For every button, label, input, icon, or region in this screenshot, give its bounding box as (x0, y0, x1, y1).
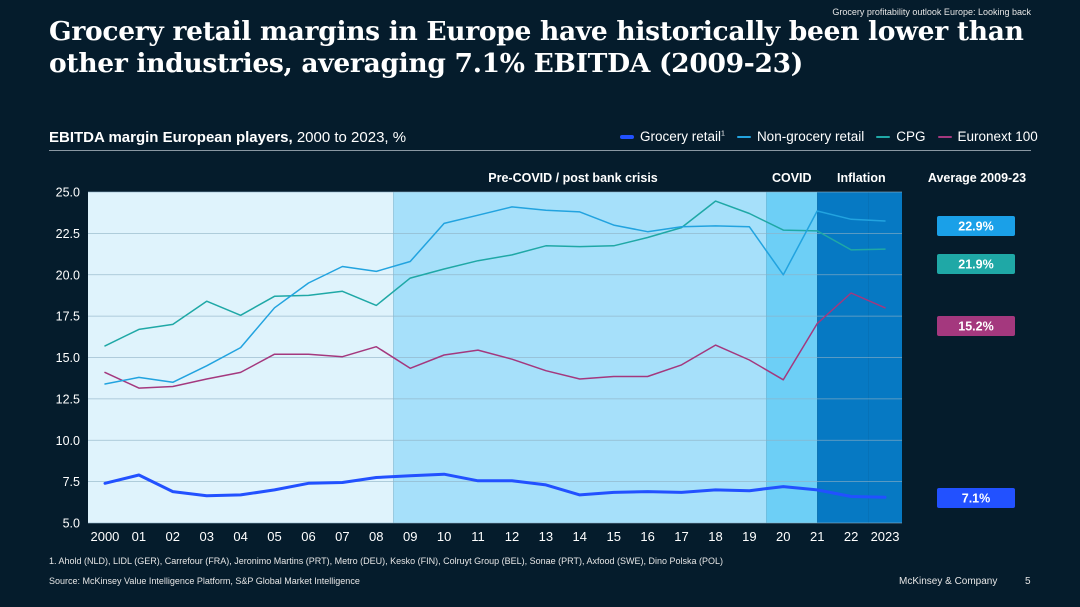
x-tick-label: 16 (640, 529, 654, 544)
x-tick-label: 11 (471, 529, 485, 544)
header-divider (49, 150, 1031, 151)
source-note: Source: McKinsey Value Intelligence Plat… (49, 576, 360, 586)
x-tick-label: 06 (301, 529, 315, 544)
period-label-1: Pre-COVID / post bank crisis (488, 171, 658, 185)
x-tick-label: 02 (166, 529, 180, 544)
legend-label-euronext: Euronext 100 (957, 129, 1038, 144)
x-tick-label: 18 (708, 529, 722, 544)
series-line-cpg (104, 200, 886, 347)
x-tick-label: 2023 (871, 529, 900, 544)
chart-title: EBITDA margin European players, 2000 to … (49, 129, 406, 146)
legend-swatch-euronext (937, 135, 952, 138)
y-tick-label: 25.0 (56, 186, 80, 200)
average-badge-grocery-retail (937, 488, 1015, 508)
x-tick-label: 2000 (90, 529, 119, 544)
average-badge-cpg (937, 254, 1015, 274)
x-tick-label: 21 (810, 529, 824, 544)
y-tick-label: 10.0 (56, 434, 80, 448)
y-tick-label: 12.5 (56, 392, 80, 406)
legend-label-cpg: CPG (896, 129, 926, 144)
brand-name: McKinsey & Company (899, 576, 998, 587)
average-value: 21.9% (958, 258, 993, 272)
period-label-3: Inflation (837, 171, 886, 185)
average-value: 15.2% (958, 320, 993, 334)
y-tick-label: 17.5 (56, 310, 80, 324)
legend-item-grocery: Grocery retail1 (620, 129, 725, 144)
x-tick-label: 13 (539, 529, 553, 544)
line-chart: Pre-COVID / post bank crisis COVID Inflati… (56, 171, 1027, 544)
chart-legend: Grocery retail1 Non-grocery retail CPG E… (620, 129, 1038, 144)
y-tick-label: 5.0 (63, 517, 80, 531)
x-tick-label: 04 (233, 529, 247, 544)
averages-header: Average 2009-23 (928, 171, 1026, 185)
y-tick-label: 20.0 (56, 268, 80, 282)
legend-label-non-grocery: Non-grocery retail (756, 129, 865, 144)
x-tick-label: 15 (606, 529, 620, 544)
x-tick-label: 19 (742, 529, 756, 544)
legend-item-euronext: Euronext 100 (937, 129, 1038, 144)
page-title: Grocery retail margins in Europe have hi… (49, 16, 1024, 79)
x-tick-label: 08 (369, 529, 383, 544)
average-badge-euronext-100 (937, 316, 1015, 336)
average-value: 22.9% (958, 220, 993, 234)
x-tick-label: 09 (403, 529, 417, 544)
chart-subtitle: 2000 to 2023, % (292, 129, 407, 146)
x-tick-label: 12 (505, 529, 519, 544)
y-tick-label: 15.0 (56, 351, 80, 365)
legend-label-grocery: Grocery retail (640, 129, 722, 144)
breadcrumb: Grocery profitability outlook Europe: Lo… (832, 7, 1031, 17)
legend-swatch-grocery (620, 134, 634, 139)
legend-item-non-grocery: Non-grocery retail (736, 129, 865, 144)
x-tick-label: 20 (776, 529, 790, 544)
legend-swatch-non-grocery (736, 135, 751, 138)
y-tick-label: 22.5 (56, 227, 80, 241)
series-line-grocery-retail (103, 472, 887, 499)
x-tick-label: 07 (335, 529, 349, 544)
average-badge-non-grocery-retail (937, 216, 1015, 236)
chart-title-bold: EBITDA margin European players, (49, 129, 293, 146)
legend-swatch-cpg (876, 135, 891, 138)
legend-item-cpg: CPG (876, 129, 926, 144)
series-line-euronext-100 (104, 292, 886, 389)
series-line-non-grocery-retail (104, 206, 886, 385)
average-value: 7.1% (962, 492, 991, 506)
period-label-2: COVID (772, 171, 812, 185)
x-tick-label: 17 (674, 529, 688, 544)
page-number: 5 (1025, 576, 1031, 587)
y-tick-label: 7.5 (63, 475, 80, 489)
x-tick-label: 01 (132, 529, 146, 544)
x-tick-label: 14 (573, 529, 587, 544)
footnote: 1. Ahold (NLD), LIDL (GER), Carrefour (F… (49, 556, 724, 566)
x-tick-label: 05 (267, 529, 281, 544)
x-tick-label: 03 (199, 529, 213, 544)
x-tick-label: 10 (437, 529, 451, 544)
legend-footnote-mark: 1 (721, 130, 725, 138)
x-tick-label: 22 (844, 529, 858, 544)
